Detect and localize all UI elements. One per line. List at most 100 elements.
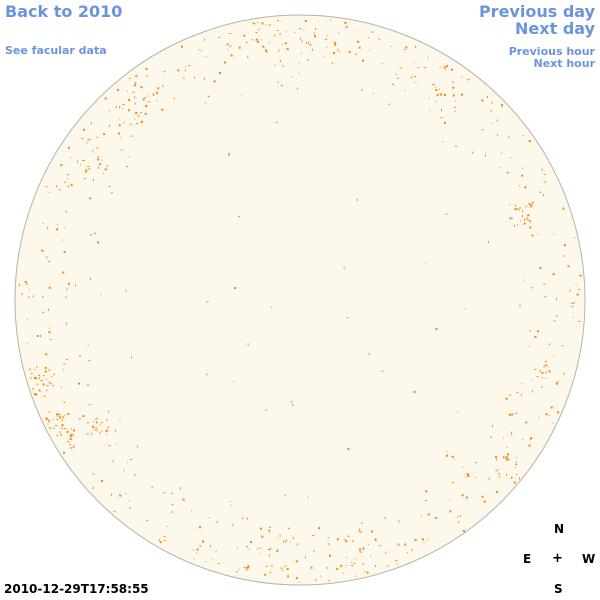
facular-point	[69, 447, 72, 449]
previous-hour-link[interactable]: Previous hour	[508, 45, 595, 58]
facular-point	[506, 172, 509, 173]
facular-point	[326, 566, 328, 569]
facular-point	[145, 105, 147, 107]
facular-point	[536, 376, 539, 378]
next-hour-link[interactable]: Next hour	[533, 57, 596, 70]
facular-point	[108, 110, 110, 112]
facular-point	[108, 445, 111, 446]
facular-point	[294, 32, 296, 34]
facular-point	[67, 178, 69, 180]
facular-point	[530, 438, 531, 441]
facular-point	[199, 545, 201, 547]
facular-point	[421, 515, 422, 517]
facular-point	[79, 418, 81, 420]
facular-point	[388, 103, 391, 105]
facular-point	[390, 46, 392, 47]
facular-point	[281, 43, 283, 45]
facular-point	[351, 561, 353, 563]
facular-point	[44, 370, 47, 373]
facular-point	[126, 90, 128, 92]
facular-point	[514, 208, 516, 211]
facular-point	[279, 60, 281, 62]
facular-point	[413, 62, 415, 64]
facular-point	[511, 431, 513, 434]
facular-point	[188, 64, 191, 66]
facular-point	[247, 55, 249, 58]
facular-point	[119, 418, 121, 420]
facular-point	[329, 554, 331, 557]
facular-point	[522, 215, 524, 218]
facular-point	[128, 109, 131, 112]
facular-point	[35, 393, 38, 396]
facular-point	[474, 476, 476, 478]
facular-point	[134, 96, 136, 99]
facular-point	[41, 249, 44, 252]
facular-point	[83, 128, 85, 131]
previous-day-link[interactable]: Previous day	[478, 2, 595, 21]
next-day-link[interactable]: Next day	[515, 19, 595, 38]
facular-point	[277, 81, 279, 84]
facular-point	[323, 55, 325, 57]
facular-point	[292, 537, 294, 540]
facular-point	[497, 469, 499, 471]
facular-point	[267, 529, 270, 531]
facular-point	[538, 417, 540, 419]
facular-point	[500, 167, 501, 169]
facular-point	[269, 554, 270, 557]
facular-point	[571, 306, 574, 308]
facular-point	[343, 539, 346, 541]
facular-point	[72, 446, 75, 448]
facular-point	[534, 368, 537, 370]
facular-point	[325, 38, 328, 40]
facular-point	[56, 228, 59, 231]
facular-point	[261, 22, 264, 25]
facular-point	[515, 207, 518, 210]
facular-point	[411, 548, 413, 551]
facular-point	[64, 227, 66, 228]
facular-point	[134, 113, 136, 115]
facular-point	[312, 535, 315, 536]
see-facular-data-link[interactable]: See facular data	[5, 44, 107, 57]
facular-point	[245, 569, 248, 571]
facular-point	[529, 330, 531, 333]
facular-point	[270, 306, 272, 308]
facular-point	[108, 124, 110, 127]
facular-point	[202, 539, 203, 541]
facular-point	[552, 422, 554, 424]
facular-point	[177, 69, 180, 72]
facular-point	[69, 438, 72, 440]
facular-point	[104, 97, 107, 100]
facular-point	[283, 540, 284, 543]
solar-disk	[14, 14, 586, 586]
facular-point	[140, 121, 143, 123]
facular-point	[334, 43, 337, 46]
facular-point	[206, 373, 208, 376]
facular-point	[461, 93, 463, 96]
facular-point	[45, 186, 48, 188]
facular-point	[445, 213, 448, 215]
facular-point	[153, 93, 154, 96]
facular-point	[277, 19, 279, 21]
facular-point	[528, 140, 531, 142]
facular-point	[490, 102, 493, 104]
facular-point	[515, 412, 518, 414]
facular-point	[264, 573, 267, 576]
facular-point	[203, 77, 205, 80]
facular-point	[425, 262, 427, 264]
facular-point	[556, 298, 557, 301]
facular-point	[518, 208, 520, 211]
facular-point	[537, 233, 539, 235]
facular-point	[545, 378, 547, 379]
facular-point	[501, 106, 503, 108]
facular-point	[524, 218, 526, 221]
facular-point	[200, 49, 202, 51]
facular-point	[102, 172, 104, 174]
facular-point	[452, 86, 455, 89]
facular-point	[530, 220, 532, 222]
facular-point	[528, 345, 530, 347]
facular-point	[505, 397, 508, 400]
facular-point	[96, 417, 98, 420]
facular-point	[474, 462, 477, 464]
back-to-year-link[interactable]: Back to 2010	[5, 2, 123, 21]
facular-point	[452, 94, 455, 97]
